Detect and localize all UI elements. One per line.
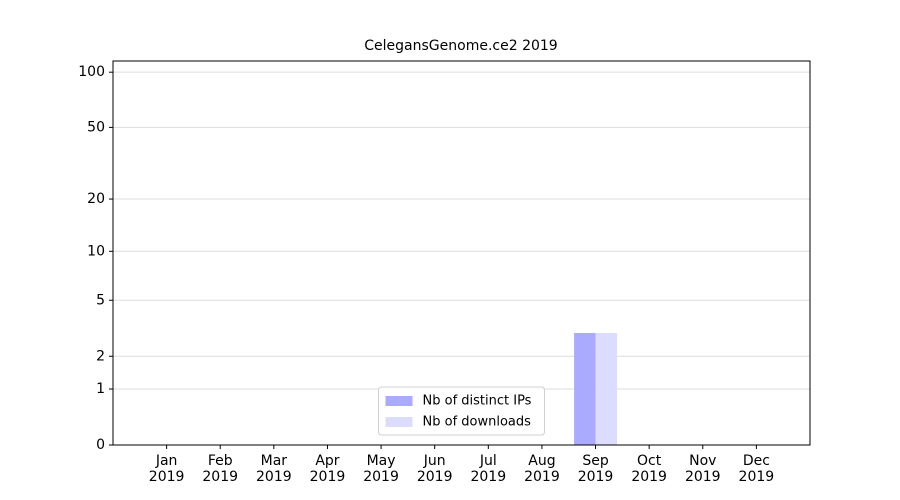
legend-swatch xyxy=(385,396,413,406)
y-tick-label: 10 xyxy=(87,243,105,259)
x-tick-label: Jan 2019 xyxy=(148,453,185,485)
x-tick-label: Dec 2019 xyxy=(738,453,775,485)
legend-box xyxy=(378,386,545,436)
y-tick-label: 0 xyxy=(96,437,105,453)
x-tick-label: Oct 2019 xyxy=(631,453,667,485)
x-tick-label: Jun 2019 xyxy=(416,453,453,485)
x-tick-label: Feb 2019 xyxy=(202,453,239,485)
x-tick-label: May 2019 xyxy=(363,453,399,485)
y-tick-label: 5 xyxy=(96,292,105,308)
legend-label: Nb of distinct IPs xyxy=(423,394,532,409)
x-tick-label: Aug 2019 xyxy=(524,453,560,485)
x-tick-label: Sep 2019 xyxy=(577,453,614,485)
legend-swatch xyxy=(385,417,413,427)
x-tick-label: Apr 2019 xyxy=(309,453,346,485)
chart-title: CelegansGenome.ce2 2019 xyxy=(364,38,557,54)
plot-frame xyxy=(112,60,811,446)
y-tick-label: 100 xyxy=(78,64,105,80)
bar xyxy=(595,333,617,445)
legend-label: Nb of downloads xyxy=(423,415,532,430)
y-tick-label: 50 xyxy=(87,119,105,135)
x-tick-label: Jul 2019 xyxy=(470,453,507,485)
y-tick-label: 20 xyxy=(87,191,105,207)
y-tick-label: 1 xyxy=(96,381,105,397)
bar xyxy=(574,333,596,445)
x-tick-label: Nov 2019 xyxy=(684,453,721,485)
y-tick-label: 2 xyxy=(96,348,105,364)
x-tick-label: Mar 2019 xyxy=(256,453,292,485)
